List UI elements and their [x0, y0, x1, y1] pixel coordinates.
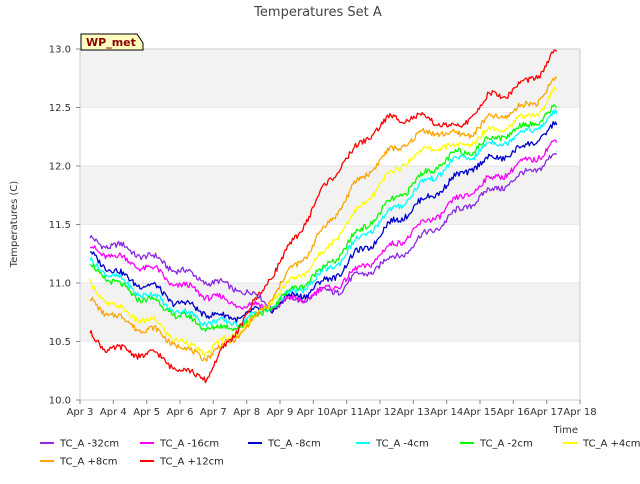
x-tick-label: Apr 15: [463, 407, 496, 418]
legend-label: TC_A -2cm: [479, 439, 533, 450]
x-tick-label: Apr 5: [133, 407, 160, 418]
x-tick-label: Apr 8: [233, 407, 260, 418]
y-tick-label: 12.0: [49, 162, 71, 173]
legend-item: TC_A +8cm: [40, 457, 118, 468]
y-tick-label: 10.5: [49, 337, 71, 348]
badge-label: WP_met: [86, 36, 136, 49]
series-line: [89, 120, 558, 323]
legend-label: TC_A -16cm: [159, 439, 219, 450]
legend-item: TC_A -16cm: [140, 439, 219, 450]
grid-band: [80, 49, 580, 108]
series-line: [89, 139, 558, 313]
x-tick-label: Apr 3: [67, 407, 94, 418]
legend-label: TC_A +4cm: [582, 439, 640, 450]
legend-item: TC_A +12cm: [140, 457, 224, 468]
legend-label: TC_A -4cm: [375, 439, 429, 450]
x-tick-label: Apr 13: [397, 407, 430, 418]
x-tick-label: Apr 17: [530, 407, 563, 418]
wp-met-badge: WP_met: [80, 33, 144, 51]
x-axis-ticks: Apr 3 Apr 4 Apr 5 Apr 6 Apr 7 Apr 8 Apr 9 Apr 1…: [67, 400, 597, 418]
legend-label: TC_A +8cm: [59, 457, 118, 468]
y-axis-ticks: 10.0 10.5 11.0 11.5 12.0 12.5 13.0: [49, 45, 80, 407]
x-tick-label: Apr 18: [563, 407, 596, 418]
legend-item: TC_A +4cm: [563, 439, 640, 450]
x-tick-label: Apr 4: [100, 407, 127, 418]
x-tick-label: Apr 10: [297, 407, 330, 418]
series-line: [89, 86, 557, 357]
grid-bands: [80, 48, 580, 342]
x-axis-label: Time: [553, 425, 578, 436]
series-line: [89, 108, 558, 328]
x-tick-label: Apr 12: [363, 407, 396, 418]
series-line: [89, 48, 558, 384]
legend-label: TC_A -32cm: [59, 439, 119, 450]
series-layer: [89, 48, 558, 384]
series-line: [89, 76, 558, 363]
series-line: [89, 104, 558, 332]
x-tick-label: Apr 9: [267, 407, 294, 418]
y-tick-label: 13.0: [49, 45, 71, 56]
legend-item: TC_A -2cm: [460, 439, 533, 450]
x-tick-label: Apr 7: [200, 407, 227, 418]
chart-title: Temperatures Set A: [253, 5, 382, 20]
y-tick-label: 10.0: [49, 396, 71, 407]
x-tick-label: Apr 6: [167, 407, 194, 418]
y-tick-label: 11.5: [49, 220, 71, 231]
grid-band: [80, 283, 580, 342]
x-tick-label: Apr 11: [330, 407, 363, 418]
legend-item: TC_A -8cm: [248, 439, 321, 450]
x-tick-label: Apr 16: [497, 407, 530, 418]
legend-label: TC_A +12cm: [159, 457, 224, 468]
legend-item: TC_A -32cm: [40, 439, 119, 450]
legend-item: TC_A -4cm: [356, 439, 429, 450]
legend-label: TC_A -8cm: [267, 439, 321, 450]
y-tick-label: 12.5: [49, 103, 71, 114]
y-tick-label: 11.0: [49, 279, 71, 290]
x-tick-label: Apr 14: [430, 407, 463, 418]
legend: TC_A -32cm TC_A -16cm TC_A -8cm TC_A -4cm TC…: [40, 439, 640, 468]
y-axis-label: Temperatures (C): [9, 181, 20, 269]
